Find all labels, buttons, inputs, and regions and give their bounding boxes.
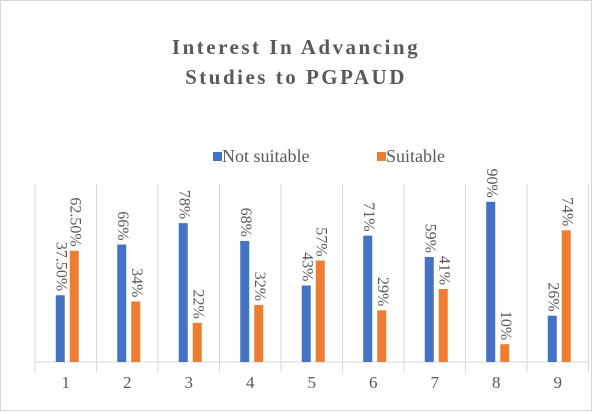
bar [315, 260, 325, 362]
bar [424, 256, 434, 362]
value-label: 59% [422, 224, 439, 253]
legend-swatch [377, 152, 386, 161]
bar [192, 322, 202, 362]
chart-title: Studies to PGPAUD [185, 65, 407, 89]
bar [240, 240, 250, 362]
x-tick-label: 5 [308, 373, 317, 392]
x-tick-label: 6 [369, 373, 378, 392]
bar [69, 250, 79, 362]
x-tick-label: 2 [123, 373, 132, 392]
bar [363, 235, 373, 362]
bar [547, 315, 557, 362]
value-label: 29% [374, 277, 391, 306]
x-tick-label: 9 [554, 373, 563, 392]
value-label: 34% [128, 268, 145, 297]
bar [178, 223, 188, 362]
bar [131, 301, 141, 362]
x-tick-label: 1 [62, 373, 71, 392]
bar [486, 201, 496, 362]
value-label: 37.50% [53, 242, 70, 291]
chart-title: Interest In Advancing [172, 35, 420, 59]
value-label: 90% [483, 168, 500, 197]
bar [500, 344, 510, 362]
value-label: 43% [299, 252, 316, 281]
value-label: 71% [360, 202, 377, 231]
value-label: 10% [497, 311, 514, 340]
x-tick-label: 8 [492, 373, 501, 392]
value-label: 41% [436, 256, 453, 285]
value-label: 22% [190, 290, 207, 319]
bar [377, 310, 387, 362]
legend-label: Not suitable [222, 146, 310, 166]
value-label: 74% [559, 197, 576, 226]
x-tick-label: 3 [185, 373, 194, 392]
bar [117, 244, 127, 362]
bar [438, 289, 448, 362]
x-tick-label: 4 [246, 373, 255, 392]
bar [254, 305, 264, 362]
value-label: 32% [251, 272, 268, 301]
bar [55, 295, 65, 362]
value-label: 26% [545, 282, 562, 311]
value-label: 68% [237, 208, 254, 237]
bar [301, 285, 311, 362]
legend-label: Suitable [386, 146, 445, 166]
x-tick-label: 7 [431, 373, 440, 392]
bar [561, 230, 571, 362]
value-label: 57% [313, 227, 330, 256]
value-label: 66% [114, 211, 131, 240]
value-label: 62.50% [67, 197, 84, 246]
legend-swatch [213, 152, 222, 161]
value-label: 78% [176, 190, 193, 219]
